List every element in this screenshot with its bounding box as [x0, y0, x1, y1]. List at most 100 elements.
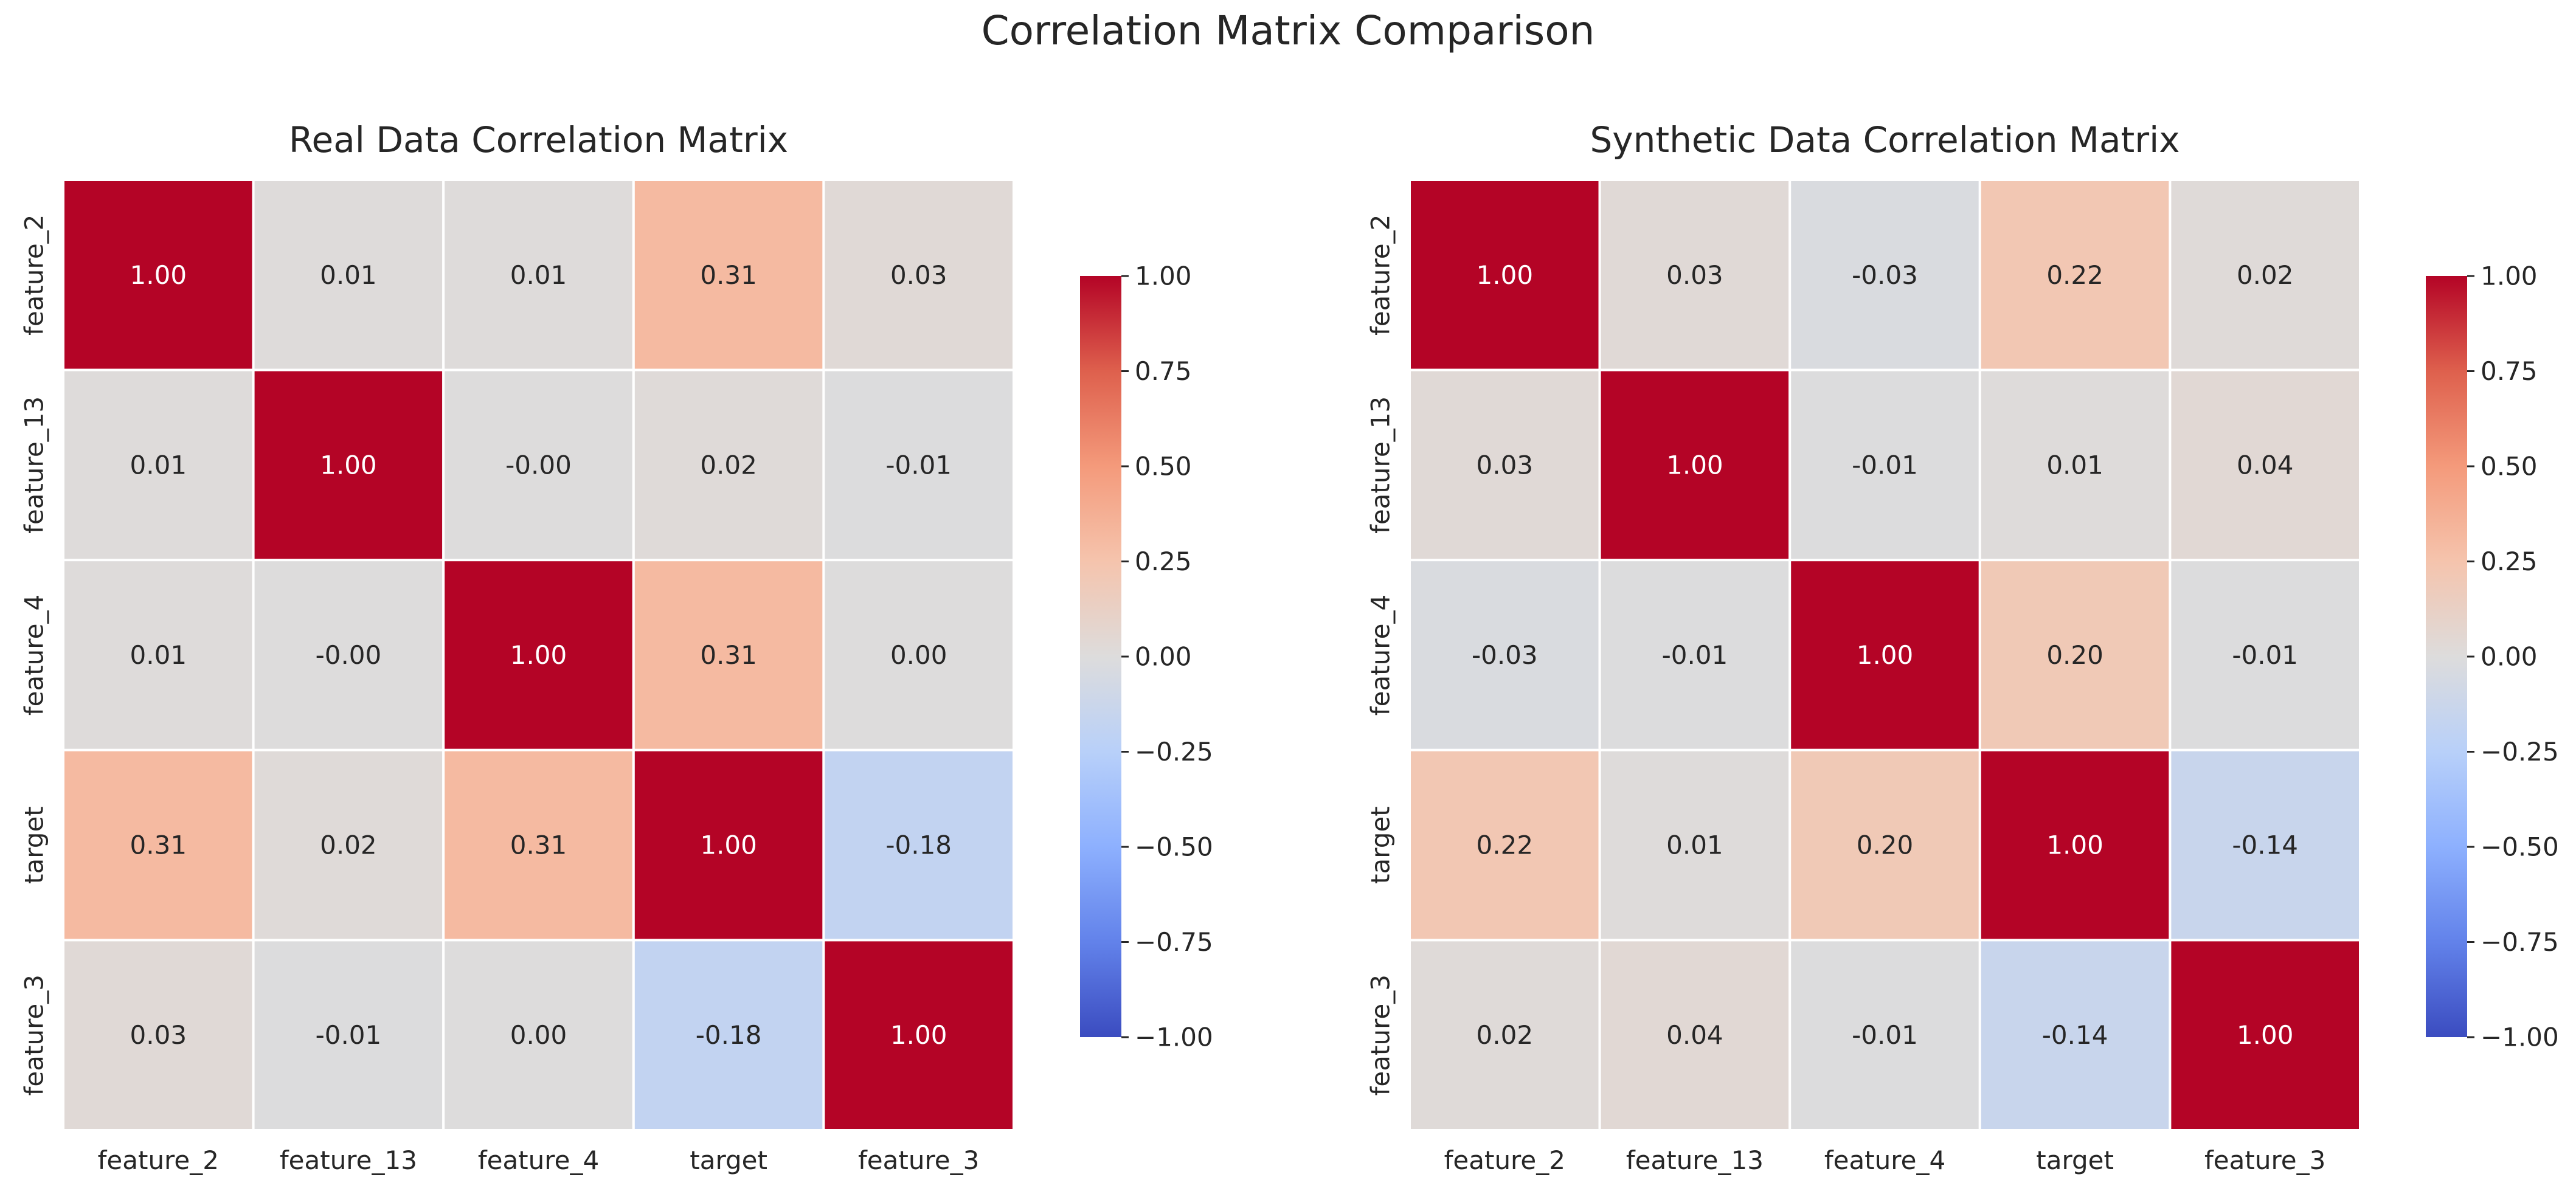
cell-value-label: 0.22	[1477, 830, 1534, 860]
cell-value-label: 0.03	[130, 1020, 187, 1050]
heatmap-cell	[822, 559, 1016, 751]
y-tick-label: target	[19, 806, 49, 884]
y-tick-label: feature_13	[1366, 396, 1396, 534]
heatmap-cell	[1598, 179, 1792, 371]
heatmap-cell	[442, 179, 635, 371]
cell-value-label: 0.31	[700, 260, 757, 290]
cell-value-label: 0.03	[1477, 450, 1534, 480]
heatmap-cell	[442, 559, 635, 751]
figure-title: Correlation Matrix Comparison	[982, 7, 1595, 54]
heatmap-cell	[1598, 748, 1792, 942]
colorbar	[2426, 276, 2467, 1037]
heatmap-cell	[1978, 368, 2172, 562]
cell-value-label: 1.00	[510, 640, 567, 670]
cell-value-label: 0.31	[510, 830, 567, 860]
x-tick-label: feature_3	[2204, 1145, 2325, 1175]
heatmap-cell	[632, 748, 825, 942]
heatmap-cell	[442, 368, 635, 562]
colorbar-tick-label: 0.25	[1135, 547, 1192, 576]
heatmap-cell	[1598, 368, 1792, 562]
y-tick-label: feature_3	[19, 975, 49, 1096]
cell-value-label: 0.02	[700, 450, 757, 480]
x-tick-label: feature_13	[1626, 1145, 1764, 1175]
x-tick-label: feature_2	[98, 1145, 219, 1175]
cell-value-label: 0.01	[130, 640, 187, 670]
cell-value-label: 1.00	[1666, 450, 1723, 480]
cell-value-label: -0.01	[1852, 1020, 1918, 1050]
y-tick-label: feature_13	[19, 396, 49, 534]
heatmap-cell	[252, 559, 445, 751]
heatmap-cell	[822, 939, 1016, 1132]
colorbar-tick-label: −0.75	[1135, 927, 1213, 957]
colorbar-tick-label: −0.75	[2481, 927, 2559, 957]
panel-title: Real Data Correlation Matrix	[289, 119, 788, 160]
cell-value-label: 0.00	[510, 1020, 567, 1050]
y-tick-label: target	[1366, 806, 1396, 884]
heatmap-cell	[632, 559, 825, 751]
cell-value-label: -0.03	[1472, 640, 1538, 670]
heatmap-cell	[62, 939, 255, 1132]
cell-value-label: 1.00	[2237, 1020, 2294, 1050]
colorbar-tick-label: 0.75	[2481, 356, 2538, 386]
colorbar-tick-label: 0.00	[2481, 642, 2538, 672]
heatmap-cell	[62, 368, 255, 562]
cell-value-label: 0.02	[320, 830, 377, 860]
heatmap-cell	[252, 748, 445, 942]
panel-title: Synthetic Data Correlation Matrix	[1590, 119, 2180, 160]
colorbar-tick-label: 1.00	[2481, 261, 2538, 291]
x-tick-label: feature_2	[1444, 1145, 1565, 1175]
heatmap-cell	[1408, 559, 1601, 751]
cell-value-label: 0.03	[1666, 260, 1723, 290]
cell-value-label: 1.00	[130, 260, 187, 290]
cell-value-label: 1.00	[320, 450, 377, 480]
cell-value-label: -0.00	[505, 450, 572, 480]
colorbar-tick-label: −1.00	[2481, 1023, 2559, 1052]
cell-value-label: -0.01	[1662, 640, 1728, 670]
colorbar-tick-label: 0.75	[1135, 356, 1192, 386]
cell-value-label: -0.18	[885, 830, 952, 860]
colorbar-tick-label: −1.00	[1135, 1023, 1213, 1052]
cell-value-label: -0.03	[1852, 260, 1918, 290]
colorbar-tick-label: 0.50	[1135, 452, 1192, 481]
heatmap-panel-2: Synthetic Data Correlation Matrix 1.00 0.0…	[1366, 119, 2559, 1175]
cell-value-label: 0.00	[890, 640, 947, 670]
x-tick-label: feature_13	[280, 1145, 417, 1175]
heatmap-cell	[252, 939, 445, 1132]
heatmap-cell	[442, 748, 635, 942]
heatmap-cell	[2169, 748, 2361, 942]
cell-value-label: -0.01	[316, 1020, 382, 1050]
heatmap-cell	[1598, 939, 1792, 1132]
colorbar-tick-label: −0.50	[1135, 832, 1213, 862]
heatmap-cell	[822, 748, 1016, 942]
cell-value-label: 0.01	[320, 260, 377, 290]
y-tick-label: feature_4	[19, 595, 49, 716]
cell-value-label: 0.20	[1857, 830, 1914, 860]
heatmap-cell	[822, 179, 1016, 371]
heatmap-cell	[1788, 939, 1981, 1132]
heatmap-cell	[632, 179, 825, 371]
y-tick-label: feature_2	[19, 215, 49, 336]
colorbar-tick-label: 0.25	[2481, 547, 2538, 576]
y-tick-label: feature_3	[1366, 975, 1396, 1096]
cell-value-label: 0.04	[1666, 1020, 1723, 1050]
cell-value-label: 1.00	[700, 830, 757, 860]
y-tick-label: feature_4	[1366, 595, 1396, 716]
cell-value-label: -0.00	[316, 640, 382, 670]
y-tick-label: feature_2	[1366, 215, 1396, 336]
colorbar-tick-label: −0.25	[1135, 737, 1213, 767]
colorbar-tick-label: −0.25	[2481, 737, 2559, 767]
x-tick-label: feature_4	[1824, 1145, 1945, 1175]
cell-value-label: 0.01	[1666, 830, 1723, 860]
cell-value-label: 0.31	[130, 830, 187, 860]
cell-value-label: 0.22	[2046, 260, 2103, 290]
heatmap-cell	[2169, 939, 2361, 1132]
cell-value-label: 0.04	[2237, 450, 2294, 480]
heatmap-cell	[1788, 559, 1981, 751]
heatmap-panel-1: Real Data Correlation Matrix 1.00 0.01 0.01…	[19, 119, 1213, 1175]
cell-value-label: 0.02	[1477, 1020, 1534, 1050]
cell-value-label: 1.00	[2046, 830, 2103, 860]
cell-value-label: 1.00	[890, 1020, 947, 1050]
heatmap-cell	[1408, 179, 1601, 371]
x-tick-label: target	[690, 1145, 767, 1175]
